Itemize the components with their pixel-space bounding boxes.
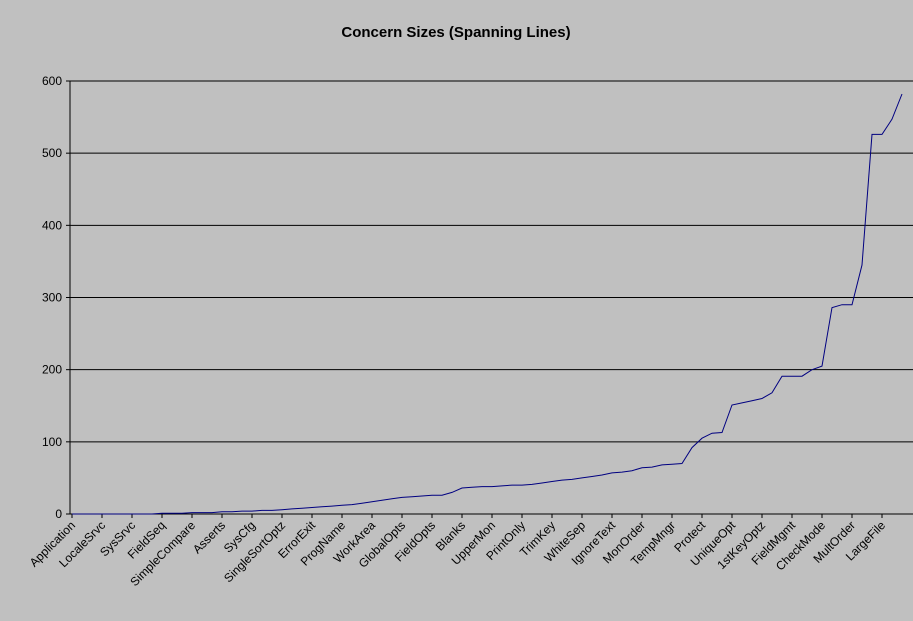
y-tick-label: 500	[42, 146, 62, 160]
y-tick-label: 200	[42, 363, 62, 377]
line-series	[72, 93, 903, 515]
y-tick-label: 300	[42, 291, 62, 305]
y-tick-label: 400	[42, 218, 62, 232]
y-tick-label: 0	[55, 507, 62, 521]
y-tick-label: 600	[42, 74, 62, 88]
chart-title: Concern Sizes (Spanning Lines)	[341, 24, 570, 41]
y-tick-label: 100	[42, 435, 62, 449]
